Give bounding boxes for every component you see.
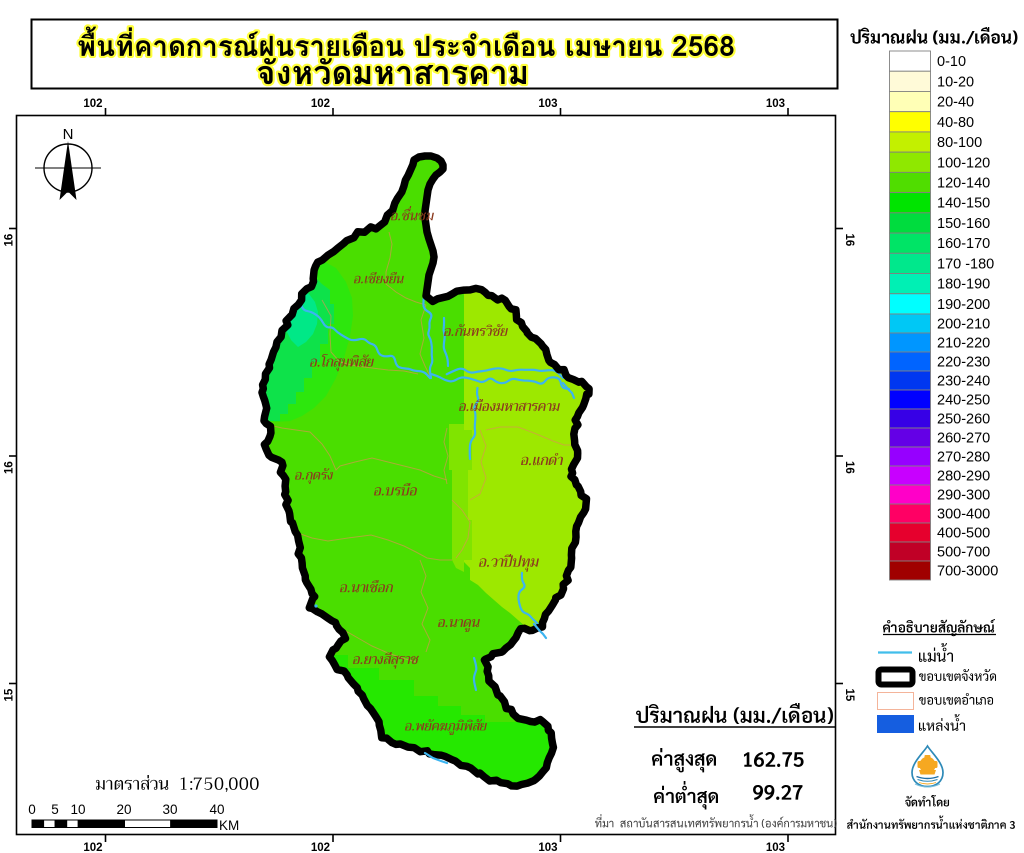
svg-text:400-500: 400-500 [937, 526, 990, 542]
svg-text:40: 40 [209, 802, 224, 817]
svg-text:0-10: 0-10 [937, 54, 966, 70]
svg-text:103: 103 [538, 98, 557, 110]
svg-text:103: 103 [538, 842, 557, 853]
svg-text:150-160: 150-160 [937, 216, 990, 232]
svg-text:280-290: 280-290 [937, 469, 990, 485]
svg-text:230-240: 230-240 [937, 374, 990, 390]
svg-text:100-120: 100-120 [937, 155, 990, 171]
svg-text:210-220: 210-220 [937, 336, 990, 352]
svg-text:103: 103 [766, 842, 785, 853]
svg-text:290-300: 290-300 [937, 488, 990, 504]
svg-text:0: 0 [28, 802, 36, 817]
svg-text:240-250: 240-250 [937, 393, 990, 409]
svg-text:40-80: 40-80 [937, 115, 974, 131]
svg-text:140-150: 140-150 [937, 196, 990, 212]
svg-text:700-3000: 700-3000 [937, 564, 998, 580]
svg-text:102: 102 [311, 98, 330, 110]
svg-text:20: 20 [116, 802, 131, 817]
svg-text:300-400: 300-400 [937, 507, 990, 523]
svg-text:270-280: 270-280 [937, 450, 990, 466]
svg-text:5: 5 [51, 802, 59, 817]
svg-text:250-260: 250-260 [937, 412, 990, 428]
svg-text:30: 30 [162, 802, 177, 817]
svg-text:15: 15 [843, 689, 855, 702]
svg-text:15: 15 [4, 688, 16, 701]
svg-text:200-210: 200-210 [937, 317, 990, 333]
svg-text:10-20: 10-20 [937, 74, 974, 90]
svg-text:10: 10 [70, 802, 85, 817]
svg-text:80-100: 80-100 [937, 135, 982, 151]
svg-text:16: 16 [4, 461, 16, 474]
svg-text:16: 16 [4, 234, 16, 247]
svg-text:102: 102 [311, 842, 330, 853]
svg-text:16: 16 [843, 461, 855, 474]
svg-text:220-230: 220-230 [937, 355, 990, 371]
svg-text:170 -180: 170 -180 [937, 256, 994, 272]
svg-text:103: 103 [766, 98, 785, 110]
svg-text:180-190: 180-190 [937, 277, 990, 293]
svg-text:KM: KM [219, 818, 239, 833]
svg-text:260-270: 260-270 [937, 431, 990, 447]
svg-text:16: 16 [843, 234, 855, 247]
svg-text:500-700: 500-700 [937, 545, 990, 561]
svg-text:190-200: 190-200 [937, 297, 990, 313]
svg-text:120-140: 120-140 [937, 176, 990, 192]
svg-text:102: 102 [83, 98, 102, 110]
svg-text:102: 102 [83, 842, 102, 853]
svg-text:20-40: 20-40 [937, 95, 974, 111]
svg-text:160-170: 160-170 [937, 236, 990, 252]
svg-text:N: N [63, 126, 74, 143]
